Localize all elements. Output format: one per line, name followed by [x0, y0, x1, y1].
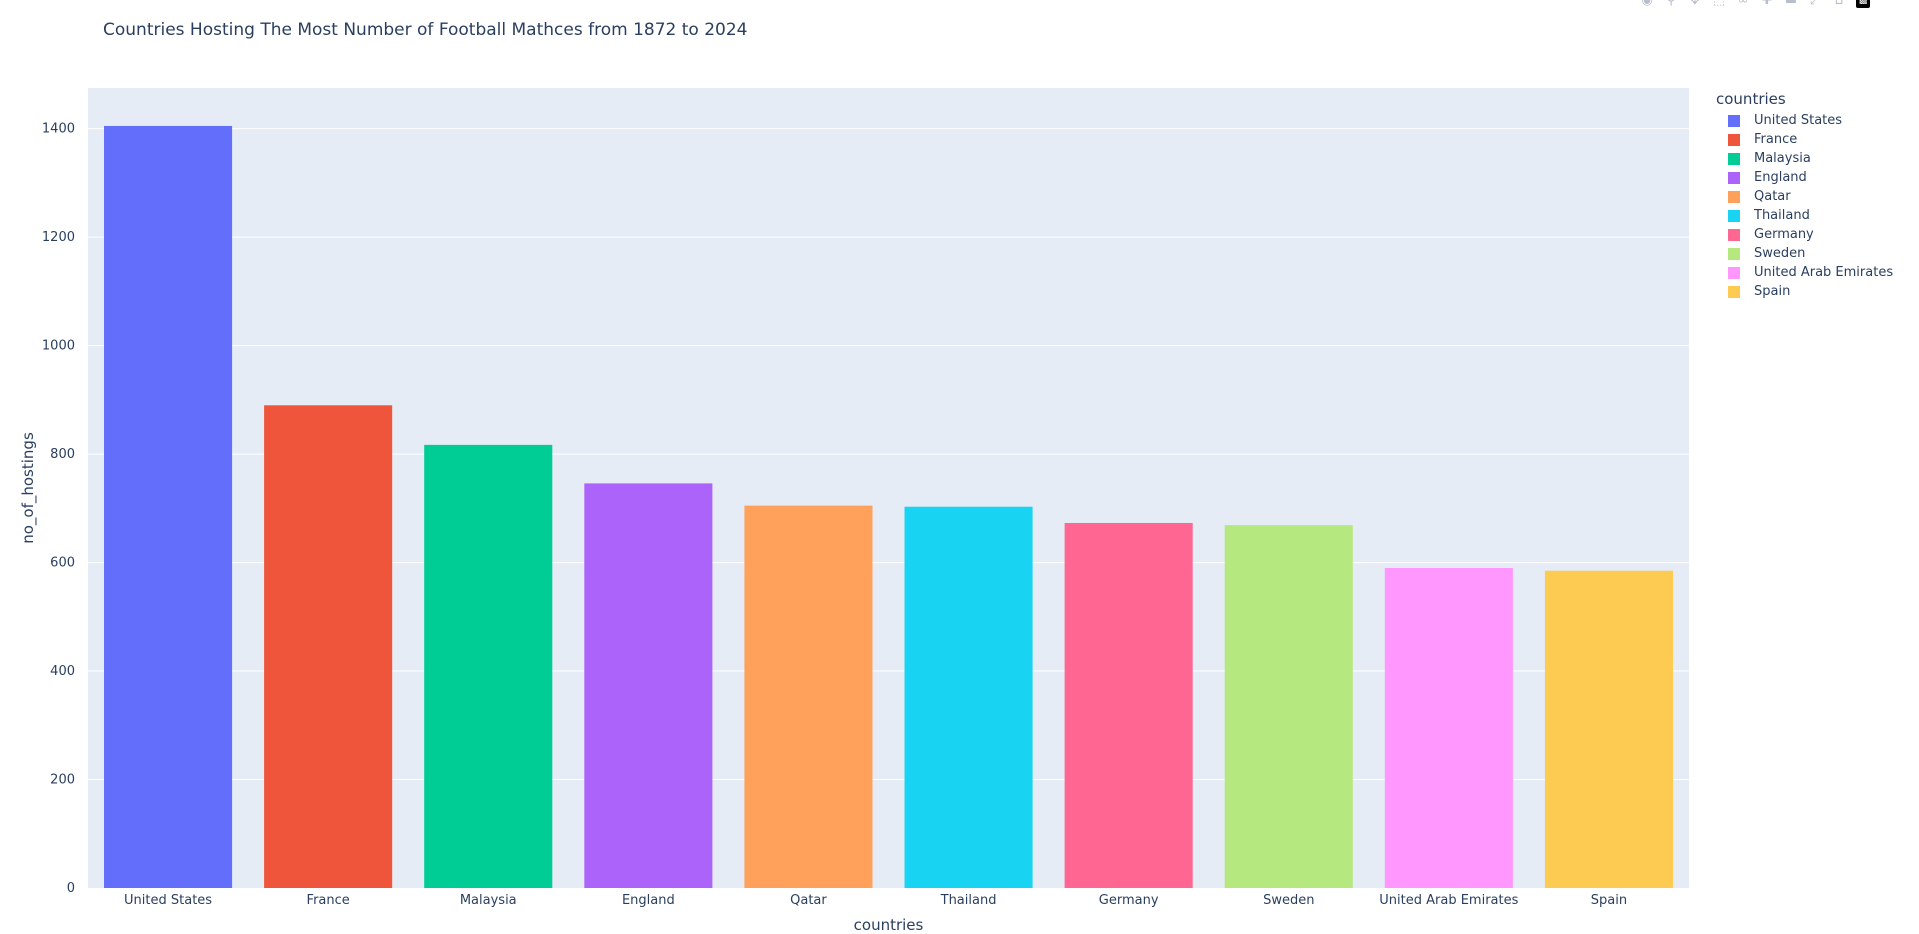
- y-tick-label: 400: [50, 664, 75, 679]
- x-tick-label: England: [622, 893, 675, 908]
- legend-item-united-arab-emirates[interactable]: United Arab Emirates: [1716, 263, 1893, 282]
- box-select-icon[interactable]: ⬚: [1712, 0, 1726, 8]
- legend-item-malaysia[interactable]: Malaysia: [1716, 149, 1893, 168]
- x-tick-label: Malaysia: [460, 893, 517, 908]
- legend-swatch: [1728, 152, 1740, 165]
- bar-england[interactable]: [584, 483, 713, 888]
- legend-swatch: [1728, 266, 1740, 279]
- bar-france[interactable]: [264, 405, 393, 888]
- bar-qatar[interactable]: [744, 505, 873, 888]
- lasso-icon[interactable]: ∞: [1737, 0, 1749, 8]
- legend: countries United States France Malaysia Eng…: [1716, 90, 1893, 301]
- zoom-out-icon[interactable]: ▬: [1784, 0, 1798, 8]
- legend-item-thailand[interactable]: Thailand: [1716, 206, 1893, 225]
- y-tick-label: 0: [67, 881, 75, 896]
- legend-label: Qatar: [1754, 189, 1791, 204]
- x-axis-label: countries: [854, 916, 924, 934]
- plotly-logo-icon[interactable]: ▩: [1856, 0, 1870, 8]
- x-tick-label: Qatar: [790, 893, 827, 908]
- y-tick-label: 1400: [42, 122, 75, 137]
- chart-title: Countries Hosting The Most Number of Foo…: [103, 20, 748, 40]
- legend-label: Malaysia: [1754, 151, 1811, 166]
- x-tick-label: United Arab Emirates: [1379, 893, 1518, 908]
- camera-icon[interactable]: ◉: [1641, 0, 1653, 8]
- zoom-icon[interactable]: ⚲: [1666, 0, 1676, 8]
- legend-items: United States France Malaysia England Qatar T…: [1716, 111, 1893, 301]
- legend-label: Spain: [1754, 284, 1791, 299]
- bar-spain[interactable]: [1544, 570, 1673, 888]
- bar-malaysia[interactable]: [424, 444, 553, 888]
- x-tick-label: France: [307, 893, 350, 908]
- pan-icon[interactable]: ✥: [1689, 0, 1701, 8]
- bar-sweden[interactable]: [1224, 525, 1353, 888]
- x-tick-label: Sweden: [1263, 893, 1314, 908]
- legend-label: Sweden: [1754, 246, 1806, 261]
- legend-label: Thailand: [1754, 208, 1810, 223]
- bar-thailand[interactable]: [904, 506, 1033, 888]
- x-tick-label: Germany: [1099, 893, 1159, 908]
- legend-title: countries: [1716, 90, 1786, 108]
- x-tick-label: United States: [124, 893, 212, 908]
- y-tick-label: 200: [50, 773, 75, 788]
- legend-swatch: [1728, 171, 1740, 184]
- modebar: ◉ ⚲ ✥ ⬚ ∞ ✚ ▬ ⤢ ⌂ ▩: [1640, 0, 1870, 8]
- autoscale-icon[interactable]: ⤢: [1809, 0, 1821, 8]
- bar-united-arab-emirates[interactable]: [1384, 568, 1513, 888]
- legend-swatch: [1728, 247, 1740, 260]
- legend-label: England: [1754, 170, 1807, 185]
- legend-label: United States: [1754, 113, 1843, 128]
- legend-item-germany[interactable]: Germany: [1716, 225, 1893, 244]
- x-axis-ticks: United States France Malaysia England Qatar T…: [124, 893, 1627, 908]
- legend-item-united-states[interactable]: United States: [1716, 111, 1893, 130]
- legend-label: France: [1754, 132, 1798, 147]
- x-tick-label: Thailand: [940, 893, 997, 908]
- y-tick-label: 800: [50, 447, 75, 462]
- y-axis-label: no_of_hostings: [19, 432, 38, 544]
- legend-swatch: [1728, 285, 1740, 298]
- legend-label: Germany: [1754, 227, 1814, 242]
- bar-united-states[interactable]: [104, 125, 233, 888]
- legend-label: United Arab Emirates: [1754, 265, 1894, 280]
- legend-swatch: [1728, 209, 1740, 222]
- bars: [104, 125, 1673, 888]
- y-tick-label: 600: [50, 556, 75, 571]
- bar-germany[interactable]: [1064, 522, 1193, 888]
- y-tick-label: 1000: [42, 339, 75, 354]
- legend-swatch: [1728, 114, 1740, 127]
- legend-item-qatar[interactable]: Qatar: [1716, 187, 1893, 206]
- zoom-in-icon[interactable]: ✚: [1761, 0, 1773, 8]
- legend-item-france[interactable]: France: [1716, 130, 1893, 149]
- y-tick-label: 1200: [42, 230, 75, 245]
- x-tick-label: Spain: [1591, 893, 1627, 908]
- legend-item-spain[interactable]: Spain: [1716, 282, 1893, 301]
- legend-item-sweden[interactable]: Sweden: [1716, 244, 1893, 263]
- legend-swatch: [1728, 190, 1740, 203]
- legend-swatch: [1728, 133, 1740, 146]
- reset-axes-icon[interactable]: ⌂: [1834, 0, 1844, 8]
- legend-item-england[interactable]: England: [1716, 168, 1893, 187]
- y-axis-ticks: 0 200 400 600 800 1000 1200 1400: [42, 122, 75, 896]
- legend-swatch: [1728, 228, 1740, 241]
